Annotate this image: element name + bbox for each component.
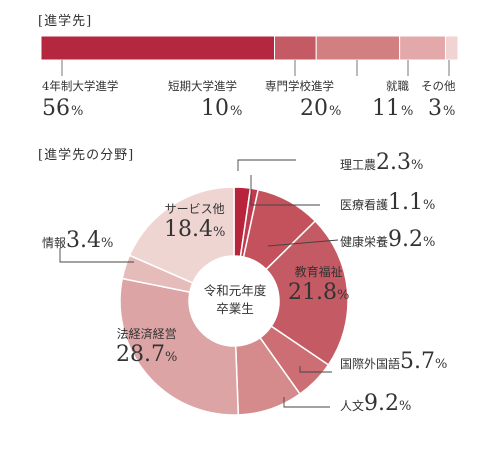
bar-value-number: 20: [300, 96, 328, 121]
bar-value-label: 20%: [300, 96, 341, 121]
donut-value-number: 21.8: [288, 280, 337, 305]
donut-value: 9.2%: [364, 391, 412, 416]
donut-value-number: 9.2: [364, 391, 400, 416]
donut-slice-label: サービス他 18.4%: [164, 200, 225, 242]
bar-value-unit: %: [71, 104, 84, 119]
donut-value: 2.3%: [376, 150, 424, 175]
donut-slice-label: 情報3.4%: [42, 228, 113, 253]
donut-slice-label: 医療看護1.1%: [340, 190, 435, 215]
bar-value-number: 56: [42, 96, 70, 121]
donut-category-text: 医療看護: [340, 198, 389, 212]
donut-slice: [128, 186, 235, 284]
field-section-title: [進学先の分野]: [38, 148, 135, 163]
bar-value-unit: %: [443, 104, 456, 119]
donut-value: 28.7%: [116, 342, 177, 367]
donut-slice-label: 教育福祉 21.8%: [288, 263, 349, 305]
donut-value-unit: %: [411, 158, 424, 173]
bar-value-number: 3: [428, 96, 442, 121]
donut-category-text: サービス他: [164, 202, 225, 216]
bar-category-label: 就職: [386, 79, 409, 93]
donut-center-label: 令和元年度 卒業生: [195, 282, 275, 318]
bar-category-label: 専門学校進学: [265, 79, 334, 93]
donut-value: 5.7%: [400, 349, 448, 374]
bar-value-number: 10: [201, 96, 229, 121]
donut-value: 21.8%: [288, 280, 349, 305]
donut-value-number: 9.2: [388, 227, 424, 252]
donut-slice-label: 健康栄養9.2%: [340, 227, 435, 252]
donut-value-unit: %: [423, 235, 436, 250]
donut-value-unit: %: [399, 399, 412, 414]
donut-slice: [119, 277, 240, 416]
bar-segment: [315, 35, 401, 61]
donut-value-number: 2.3: [376, 150, 412, 175]
donut-value-unit: %: [101, 236, 114, 251]
donut-value-number: 28.7: [116, 342, 165, 367]
donut-value-unit: %: [435, 357, 448, 372]
donut-category-text: 理工農: [340, 158, 377, 172]
donut-value-number: 5.7: [400, 349, 436, 374]
center-label-line-2: 卒業生: [216, 301, 254, 316]
bar-value-unit: %: [401, 104, 414, 119]
donut-value-number: 1.1: [388, 190, 424, 215]
bar-value-label: 56%: [42, 96, 83, 121]
donut-slice-label: 法経済経営 28.7%: [116, 325, 177, 367]
donut-leader-line: [250, 175, 320, 206]
donut-slice-label: 理工農2.3%: [340, 150, 423, 175]
donut-value: 9.2%: [388, 227, 436, 252]
donut-leader-line: [59, 248, 134, 263]
bar-category-label: その他: [421, 79, 456, 93]
donut-value-unit: %: [212, 225, 226, 240]
donut-slice-label: 人文9.2%: [340, 391, 411, 416]
donut-value-number: 3.4: [66, 228, 102, 253]
donut-leader-line: [237, 159, 296, 171]
donut-leader-line: [299, 366, 332, 373]
bar-segment: [399, 35, 446, 61]
donut-value-unit: %: [164, 350, 178, 365]
donut-value: 3.4%: [66, 228, 114, 253]
donut-leader-line: [267, 239, 339, 247]
donut-category-text: 教育福祉: [294, 265, 343, 279]
bar-value-label: 10%: [201, 96, 242, 121]
bar-value-number: 11: [372, 96, 400, 121]
donut-category-text: 法経済経営: [116, 327, 177, 341]
enrollment-section-title: [進学先]: [38, 14, 93, 29]
donut-value: 18.4%: [164, 217, 225, 242]
bar-category-label: 短期大学進学: [168, 79, 237, 93]
donut-leader-line: [283, 397, 330, 408]
donut-slice: [265, 219, 349, 366]
donut-value: 1.1%: [388, 190, 436, 215]
bar-value-label: 11%: [372, 96, 413, 121]
bar-value-unit: %: [230, 104, 243, 119]
donut-category-text: 国際外国語: [340, 357, 401, 371]
donut-value-unit: %: [336, 288, 350, 303]
bar-segment: [444, 35, 459, 61]
donut-category-text: 情報: [42, 236, 67, 250]
bar-value-label: 3%: [428, 96, 455, 121]
bar-category-label: 4年制大学進学: [42, 79, 119, 93]
donut-category-text: 人文: [340, 399, 365, 413]
donut-hole: [190, 257, 278, 345]
donut-slice-label: 国際外国語5.7%: [340, 349, 447, 374]
center-label-line-1: 令和元年度: [203, 283, 267, 298]
donut-value-number: 18.4: [164, 217, 213, 242]
donut-category-text: 健康栄養: [340, 235, 389, 249]
bar-value-unit: %: [329, 104, 342, 119]
donut-value-unit: %: [423, 198, 436, 213]
